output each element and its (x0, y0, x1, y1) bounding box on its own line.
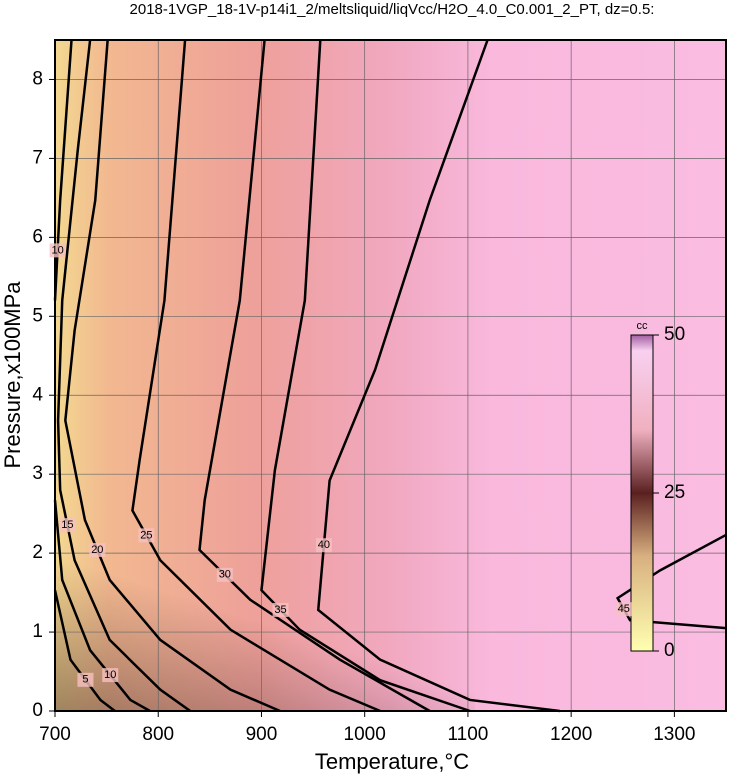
contour-line (56, 39, 191, 713)
colorbar (630, 334, 654, 652)
contour-label: 35 (274, 604, 286, 616)
plot-frame (54, 39, 727, 712)
y-tick-label: 8 (32, 68, 43, 89)
chart-title: 2018-1VGP_18-1V-p14i1_2/meltsliquid/liqV… (130, 1, 655, 18)
contour-label: 45 (618, 603, 630, 615)
x-tick-label: 1000 (344, 724, 386, 745)
y-tick-label: 7 (32, 147, 43, 168)
contour-label-bg (272, 602, 289, 617)
y-tick-label: 0 (32, 700, 43, 721)
x-tick-label: 1100 (447, 724, 488, 745)
colorbar-tick-label: 50 (664, 324, 685, 345)
y-tick-label: 2 (32, 542, 43, 563)
colorbar-label: cc (637, 320, 649, 332)
contour-line (260, 39, 471, 713)
contour-label-bg (77, 672, 94, 687)
contour-label: 25 (140, 529, 152, 541)
y-tick-label: 5 (32, 305, 43, 326)
contour-label: 5 (82, 674, 88, 686)
contour-label: 10 (104, 669, 116, 681)
contour-label-bg (49, 243, 66, 258)
contour-label-bg (615, 602, 632, 617)
colorbar-tick-label: 25 (664, 482, 685, 503)
contour-label-bg (315, 538, 332, 553)
y-tick-label: 1 (32, 621, 43, 642)
x-tick-label: 1200 (550, 724, 592, 745)
colorbar-tick-label: 0 (664, 640, 675, 661)
contour-line (53, 500, 151, 713)
x-tick-label: 800 (142, 724, 174, 745)
x-tick-label: 700 (39, 724, 71, 745)
contour-label-bg (138, 528, 155, 543)
y-tick-label: 4 (32, 384, 43, 405)
contour-label-bg (216, 567, 233, 582)
contour-line (64, 39, 281, 713)
x-axis-label: Temperature,°C (315, 749, 469, 774)
contour-label: 10 (51, 244, 63, 256)
contour-label: 20 (91, 544, 103, 556)
annotations: 5 10 10 15 20 25 30 35 40 45 (49, 243, 632, 687)
contour-label: 15 (61, 519, 73, 531)
contour-line (53, 39, 73, 301)
y-tick-label: 6 (32, 226, 43, 247)
contour-line (615, 533, 727, 630)
contour-label-bg (59, 518, 76, 533)
y-axis-label: Pressure,x100MPa (0, 281, 25, 469)
y-tick-label: 3 (32, 463, 43, 484)
x-tick-label: 900 (246, 724, 278, 745)
contour-label-bg (102, 668, 119, 683)
contour-label: 30 (219, 569, 231, 581)
contour-label: 40 (318, 539, 330, 551)
contour-label-bg (89, 542, 106, 557)
x-tick-label: 1300 (653, 724, 695, 745)
contour-line (198, 39, 431, 713)
